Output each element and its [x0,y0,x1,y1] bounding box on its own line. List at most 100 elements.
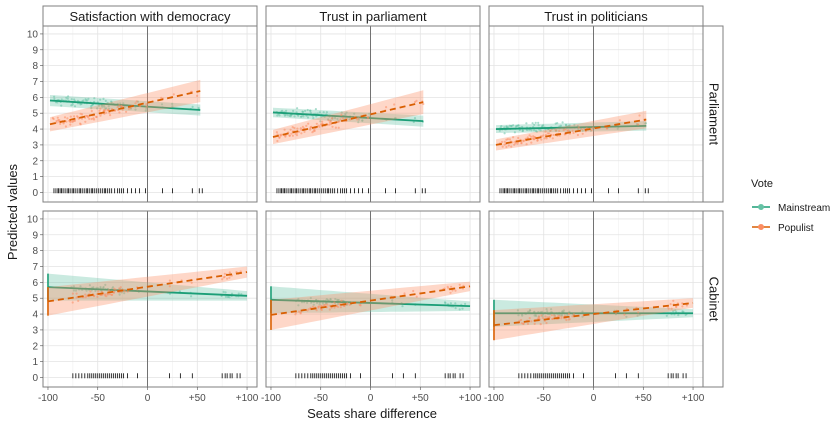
data-point-mainstream [104,283,107,286]
data-point-mainstream [644,122,648,125]
data-point-mainstream [539,129,542,132]
data-point-mainstream [306,108,309,112]
data-point-populist [113,109,117,112]
data-point-populist [517,136,520,140]
x-tick-label: +100 [682,393,705,404]
data-point-mainstream [337,299,340,302]
data-point-mainstream [513,131,517,134]
data-point-mainstream [72,285,75,288]
data-point-populist [337,305,340,308]
data-point-populist [172,93,175,96]
data-point-populist [88,117,91,120]
y-tick-label: 6 [32,93,38,104]
panel-background [43,211,257,387]
data-point-mainstream [301,110,305,113]
data-point-mainstream [286,114,289,117]
data-point-mainstream [197,106,200,110]
data-point-mainstream [562,309,566,312]
data-point-populist [66,117,69,120]
data-point-populist [564,128,567,131]
data-point-populist [503,140,506,143]
data-point-populist [511,141,514,144]
data-point-mainstream [454,302,457,305]
data-point-mainstream [449,302,452,305]
data-point-populist [446,285,449,288]
data-point-mainstream [160,103,164,106]
x-tick-label: 0 [368,393,374,404]
data-point-mainstream [67,95,70,98]
data-point-mainstream [529,309,532,312]
data-point-mainstream [304,109,307,112]
fit-line-populist [47,271,248,303]
data-point-populist [223,275,226,278]
fit-line-populist [493,302,694,327]
data-point-mainstream [76,99,79,102]
y-tick-label: 3 [32,325,38,336]
data-point-mainstream [500,125,503,128]
data-point-populist [533,322,536,325]
data-point-populist [98,109,101,112]
data-point-mainstream [526,128,529,132]
data-point-populist [99,114,102,117]
data-point-populist [311,131,314,134]
data-point-populist [145,105,148,108]
data-point-mainstream [302,115,305,118]
data-point-populist [590,129,593,132]
data-point-mainstream [104,99,107,102]
panels-layer: Satisfaction with democracy Trust in parl… [27,5,724,404]
data-point-populist [289,128,292,131]
panel-parliament-trust-in-politicians [488,25,704,203]
data-point-populist [340,299,343,302]
data-point-populist [297,310,301,313]
data-point-mainstream [561,121,564,124]
data-point-mainstream [527,310,530,313]
data-point-mainstream [90,107,93,110]
data-point-mainstream [334,117,337,120]
x-tick-label: +50 [635,393,652,404]
data-point-populist [307,122,310,125]
panel-background [489,211,703,387]
data-point-populist [291,126,294,129]
data-point-populist [125,110,128,113]
data-point-mainstream [566,314,569,317]
confidence-band-populist [496,110,647,151]
data-point-populist [340,113,343,117]
data-point-populist [90,117,93,121]
data-point-populist [667,307,670,310]
data-point-populist [605,127,609,130]
panel-border [488,210,704,388]
data-point-populist [52,117,55,121]
data-point-populist [134,102,137,105]
data-point-populist [681,302,684,305]
data-point-mainstream [461,307,464,310]
data-point-populist [100,290,103,293]
data-point-populist [522,140,525,143]
data-point-populist [112,291,115,294]
data-point-mainstream [537,124,540,127]
panel-background [489,26,703,202]
y-tick-label: 9 [32,45,38,56]
data-point-populist [73,115,76,118]
x-tick-label: 0 [145,393,151,404]
data-point-populist [77,299,80,302]
data-point-populist [104,294,107,297]
data-point-populist [565,318,568,322]
data-point-mainstream [105,107,108,110]
data-point-mainstream [66,97,69,100]
data-point-populist [540,314,543,317]
data-point-populist [301,125,304,128]
data-point-mainstream [134,108,137,111]
data-point-mainstream [309,111,312,114]
data-point-populist [530,320,533,323]
data-point-populist [114,288,117,291]
data-point-mainstream [318,111,321,114]
data-point-populist [670,307,673,310]
data-point-populist [403,292,406,295]
data-point-populist [544,130,547,133]
data-point-mainstream [102,97,105,100]
confidence-band-populist [273,90,424,145]
data-point-mainstream [53,95,56,98]
data-point-populist [288,134,291,137]
data-point-populist [294,132,297,135]
data-point-populist [275,131,278,134]
